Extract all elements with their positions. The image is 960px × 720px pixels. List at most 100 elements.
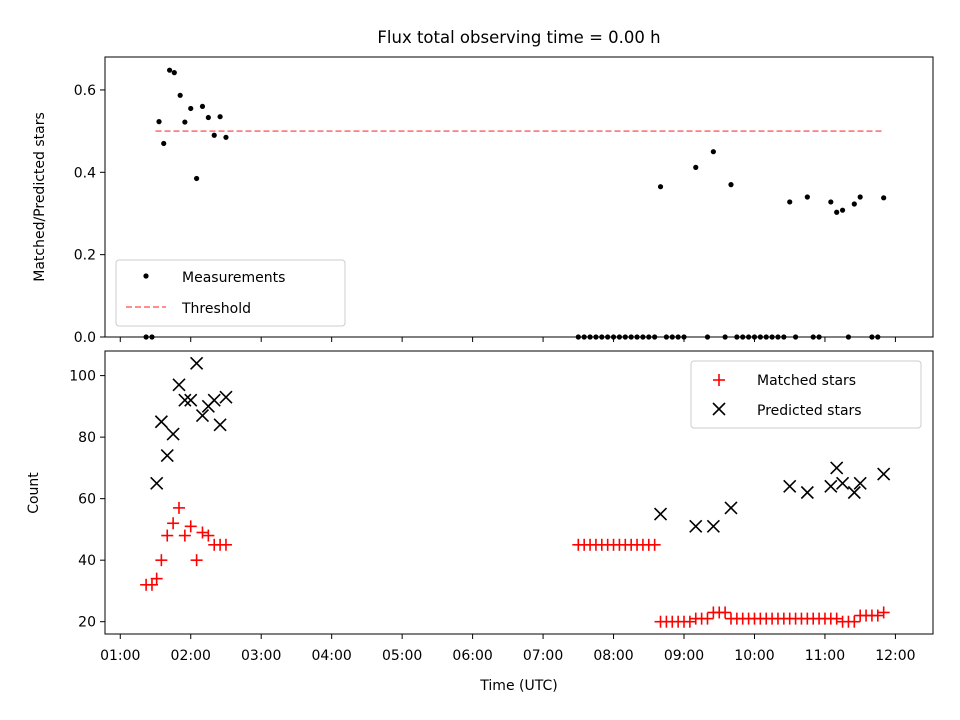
matched-stars-point [167,517,180,530]
measurement-point [171,70,177,76]
bottom-axes-frame [104,350,934,635]
predicted-stars-point [783,479,797,493]
matched-stars-point [877,606,890,619]
matched-stars-point [150,572,163,585]
predicted-stars-point [724,501,738,515]
measurement-point [728,182,734,188]
top-y-axis-label: Matched/Predicted stars [32,112,48,282]
legend-label-predicted: Predicted stars [757,403,862,419]
measurement-point [211,132,217,138]
legend-label-measurements: Measurements [182,270,285,286]
matched-stars-point [184,520,197,533]
x-tick-label: 10:00 [734,648,774,664]
x-tick-label: 11:00 [805,648,845,664]
x-tick-label: 07:00 [523,648,563,664]
measurement-point [156,119,162,125]
predicted-stars-point [207,393,221,407]
bottom-y-tick-label: 40 [78,553,96,569]
measurement-point [834,209,840,215]
predicted-stars-point [824,479,838,493]
measurement-point [166,67,173,73]
measurement-point [828,199,834,205]
matched-stars-point [196,526,209,539]
measurement-point [205,114,211,121]
predicted-stars-point [160,449,174,463]
legend-marker-predicted [712,402,726,416]
x-tick-label: 05:00 [382,648,422,664]
top-legend: Measurements Threshold [115,259,346,327]
measurement-point [223,134,229,140]
measurement-point [194,175,200,182]
bottom-y-ticks: 20 40 60 80 100 [69,369,105,631]
top-y-tick-label: 0.4 [74,165,96,181]
bottom-y-tick-label: 60 [78,492,96,508]
top-y-tick-label: 0.6 [74,83,96,99]
predicted-stars-point [150,476,164,490]
legend-marker-matched [713,374,725,386]
legend-label-matched: Matched stars [757,373,856,389]
x-tick-label: 06:00 [452,648,492,664]
bottom-y-axis-label: Count [26,472,42,514]
chart-title: Flux total observing time = 0.00 h [377,28,660,47]
measurement-point [857,194,863,200]
predicted-stars-point [166,427,180,441]
measurement-point [710,149,716,155]
matched-stars-point [683,615,696,628]
top-plot-area [143,67,887,340]
measurement-point [188,105,194,112]
matched-stars-point [648,538,661,551]
x-tick-label: 08:00 [593,648,633,664]
measurement-point [182,119,188,125]
top-y-tick-label: 0.0 [74,330,96,346]
matched-stars-point [178,529,191,542]
predicted-stars-point [178,393,192,407]
matched-stars-point [161,529,174,542]
x-tick-label: 03:00 [241,648,281,664]
measurement-point [804,194,810,200]
measurement-point [161,140,167,147]
x-tick-label: 12:00 [875,648,915,664]
measurement-point [657,184,664,190]
x-tick-label: 04:00 [311,648,351,664]
measurement-point [199,103,206,110]
measurement-point [787,199,793,205]
matched-stars-point [172,501,185,514]
measurement-point [177,92,183,98]
legend-marker-measurements [143,273,149,279]
x-tick-label: 01:00 [100,648,140,664]
top-y-ticks: 0.0 0.2 0.4 0.6 [74,83,105,346]
bottom-plot-area [140,356,891,628]
x-tick-label: 09:00 [664,648,704,664]
matched-stars-point [848,615,861,628]
predicted-stars-point [213,418,227,432]
predicted-stars-point [172,378,186,392]
bottom-legend-box [690,360,922,429]
measurement-point [851,201,857,207]
measurement-point [693,164,699,170]
matched-stars-point [701,612,714,625]
predicted-stars-point [154,415,168,429]
bottom-y-tick-label: 80 [78,430,96,446]
bottom-y-tick-label: 100 [69,369,96,385]
bottom-x-ticks: 01:00 02:00 03:00 04:00 05:00 06:00 07:00 08:00… [100,634,916,664]
matched-stars-point [202,529,215,542]
x-tick-label: 02:00 [171,648,211,664]
predicted-stars-point [190,356,204,370]
predicted-stars-point [706,519,720,533]
predicted-stars-point [847,485,861,500]
matched-stars-point [830,612,843,625]
measurement-point [839,207,846,213]
predicted-stars-point [689,519,703,533]
measurement-point [217,114,223,120]
top-y-tick-label: 0.2 [74,248,96,264]
matched-stars-point [871,609,884,622]
predicted-stars-point [219,390,233,404]
predicted-stars-point [877,467,891,481]
predicted-stars-point [830,461,844,475]
top-axes-frame [104,56,934,338]
predicted-stars-point [836,476,850,490]
matched-stars-point [219,538,232,551]
top-legend-box [115,259,346,327]
matched-stars-point [145,578,158,591]
